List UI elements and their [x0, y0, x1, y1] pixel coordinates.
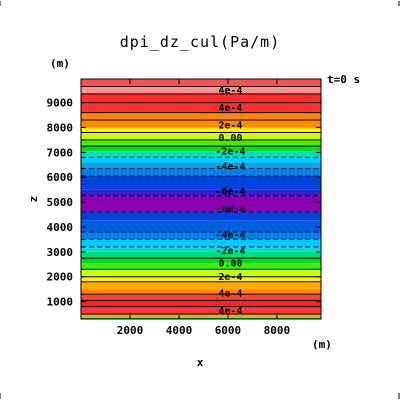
contour-label: 0.00	[218, 133, 242, 144]
contour-band	[81, 289, 321, 295]
contour-label: -6e-4	[215, 204, 245, 215]
contour-label: 4e-4	[218, 86, 242, 97]
x-axis-ticks: 2000 4000 6000 8000	[117, 79, 290, 337]
contour-band	[81, 276, 321, 282]
contour-band	[81, 269, 321, 277]
contour-label: 4e-4	[218, 103, 242, 114]
contour-band	[81, 294, 321, 301]
contour-label: -4e-4	[215, 230, 245, 241]
y-tick-label: 1000	[47, 296, 74, 309]
contour-band	[81, 168, 321, 176]
y-tick-label: 8000	[47, 121, 74, 134]
contour-band	[81, 93, 321, 103]
contour-band	[81, 316, 321, 319]
x-tick-label: 4000	[166, 324, 193, 337]
contour-band	[81, 220, 321, 232]
contour-band	[81, 212, 321, 221]
contour-label: 4e-4	[218, 288, 242, 299]
contour-band	[81, 132, 321, 140]
contour-band	[81, 120, 321, 128]
contour-lines	[81, 85, 321, 315]
contour-label: -2e-4	[215, 147, 245, 158]
y-tick-label: 4000	[47, 221, 74, 234]
contour-band	[81, 239, 321, 247]
contour-band	[81, 189, 321, 196]
contour-band	[81, 79, 321, 87]
contour-band	[81, 127, 321, 133]
x-tick-label: 2000	[117, 324, 144, 337]
contour-band	[81, 263, 321, 270]
y-tick-label: 6000	[47, 171, 74, 184]
contour-band	[81, 175, 321, 190]
contour-band	[81, 258, 321, 264]
contour-band	[81, 195, 321, 213]
contour-band	[81, 86, 321, 94]
contour-labels: 4e-44e-42e-40.00-2e-4-4e-4-6e-4-6e-4-4e-…	[215, 86, 245, 317]
x-unit-label: (m)	[312, 338, 332, 351]
contour-band	[81, 231, 321, 240]
contour-label: -2e-4	[215, 246, 245, 257]
x-tick-label: 6000	[215, 324, 242, 337]
y-tick-label: 3000	[47, 246, 74, 259]
contour-band	[81, 246, 321, 252]
contour-band	[81, 139, 321, 147]
contour-label: -4e-4	[215, 162, 245, 173]
contour-band	[81, 300, 321, 307]
y-axis-label: z	[27, 196, 40, 203]
chart-title: dpi_dz_cul(Pa/m)	[120, 33, 281, 51]
contour-band	[81, 162, 321, 169]
y-unit-label: (m)	[50, 57, 70, 70]
y-tick-label: 5000	[47, 196, 74, 209]
x-axis-label: x	[197, 356, 204, 369]
filled-contour-bands	[81, 79, 321, 319]
contour-band	[81, 151, 321, 158]
contour-label: 2e-4	[218, 121, 242, 132]
time-label: t=0 s	[327, 73, 360, 86]
x-tick-label: 8000	[264, 324, 291, 337]
contour-label: 4e-4	[218, 306, 242, 317]
contour-band	[81, 314, 321, 317]
y-tick-label: 7000	[47, 146, 74, 159]
contour-label: -6e-4	[215, 186, 245, 197]
contour-band	[81, 306, 321, 315]
contour-band	[81, 146, 321, 152]
plot-frame	[80, 78, 322, 320]
contour-label: 2e-4	[218, 272, 242, 283]
contour-band	[81, 157, 321, 163]
contour-band	[81, 112, 321, 121]
contour-band	[81, 281, 321, 290]
contour-band	[81, 251, 321, 259]
y-axis-ticks: 1000 2000 3000 4000 5000 6000 7000 8000 9000	[47, 97, 321, 309]
contour-band	[81, 102, 321, 113]
y-tick-label: 9000	[47, 97, 74, 110]
y-tick-label: 2000	[47, 271, 74, 284]
contour-label: 0.00	[218, 259, 242, 270]
